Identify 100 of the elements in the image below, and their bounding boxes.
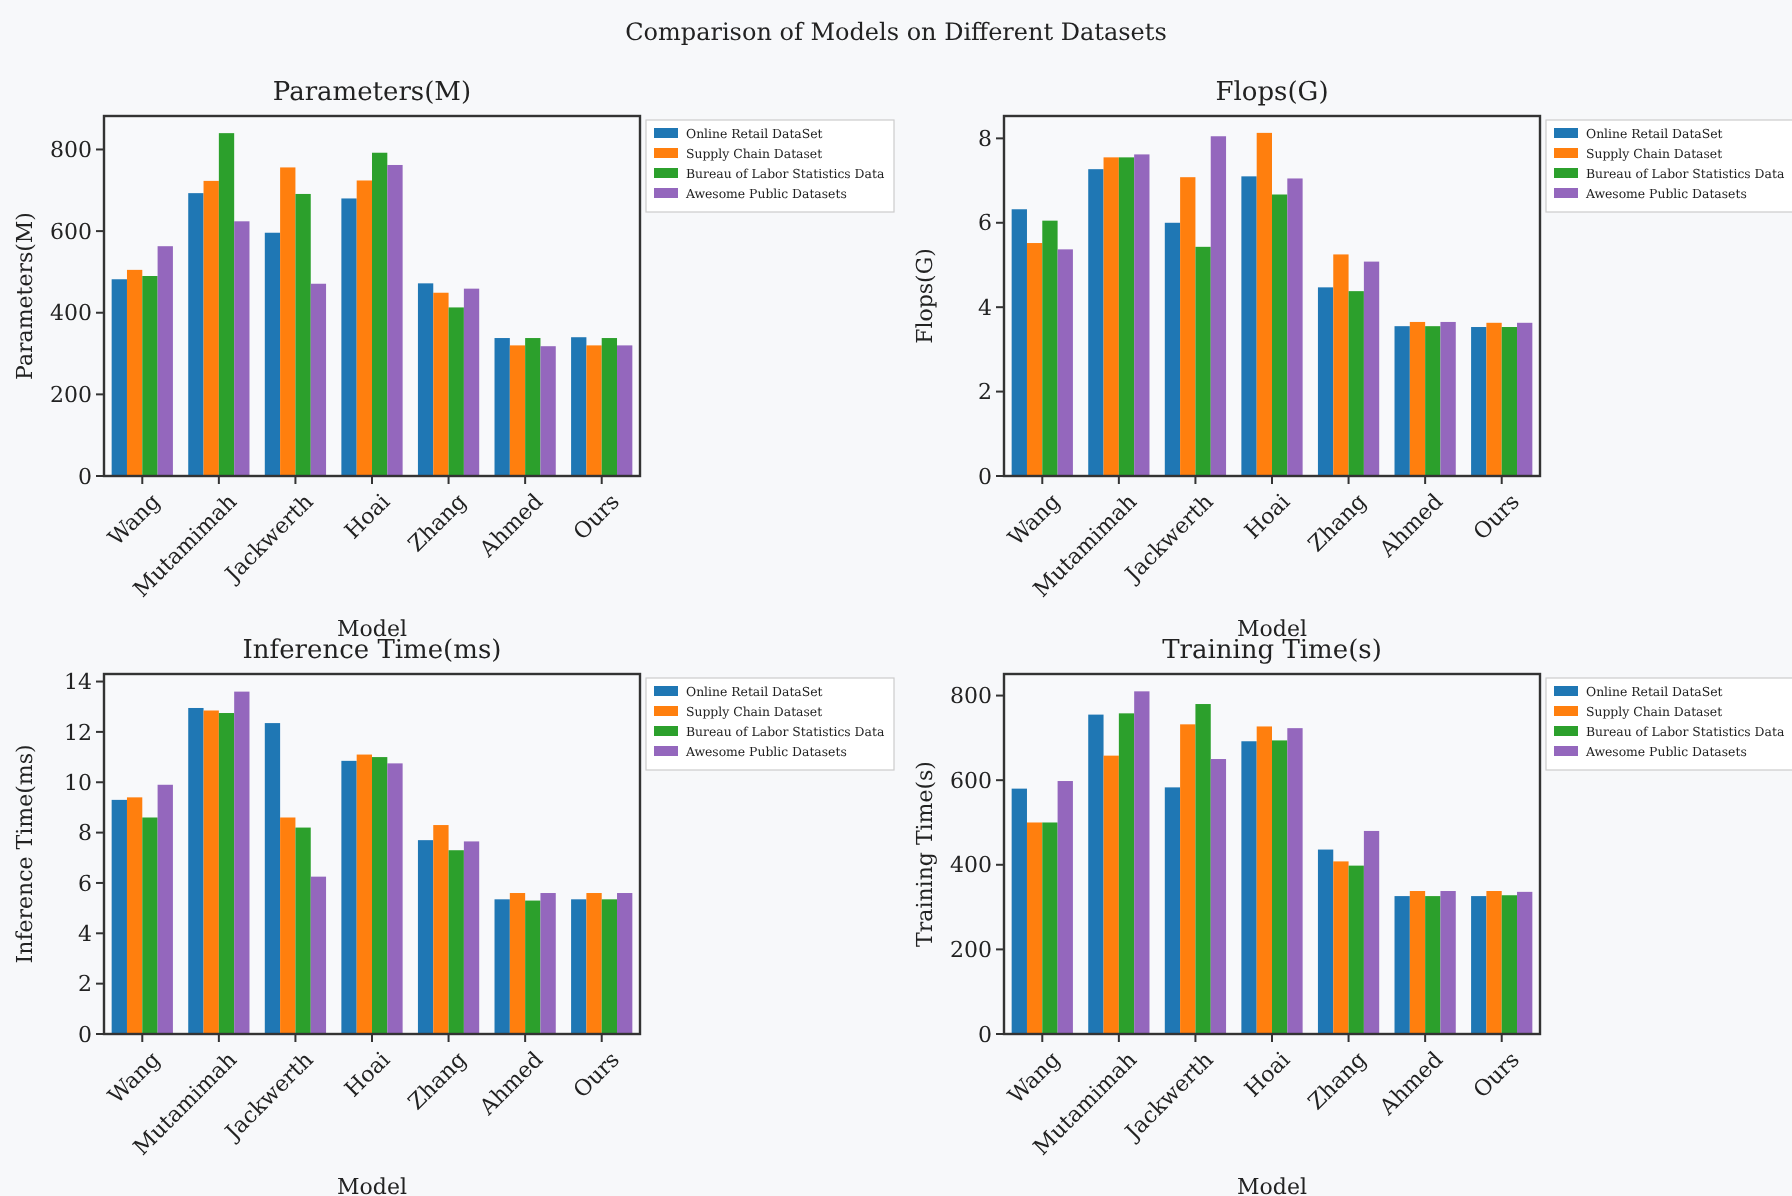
y-tick-label: 0 xyxy=(78,1021,92,1048)
bar xyxy=(1348,291,1364,476)
bar xyxy=(601,899,618,1034)
bar xyxy=(1517,891,1533,1034)
chart-title: Training Time(s) xyxy=(1162,636,1382,666)
bar xyxy=(203,180,219,476)
bar xyxy=(111,279,127,476)
y-tick-label: 800 xyxy=(950,683,992,710)
bar xyxy=(463,288,480,476)
bar xyxy=(571,337,587,476)
bar xyxy=(1164,787,1181,1034)
bar xyxy=(586,345,602,476)
bar xyxy=(1287,728,1303,1034)
bar xyxy=(571,899,587,1034)
bar xyxy=(387,763,403,1034)
bar xyxy=(295,827,311,1034)
bar xyxy=(1317,287,1334,476)
y-tick-label: 0 xyxy=(978,463,992,490)
bar xyxy=(1210,136,1227,476)
bar xyxy=(509,345,526,476)
bar xyxy=(126,797,143,1034)
bar xyxy=(372,757,388,1034)
bar xyxy=(356,180,372,476)
y-tick-label: 4 xyxy=(978,294,992,321)
bar xyxy=(448,307,464,476)
bar xyxy=(1333,861,1349,1034)
bar xyxy=(1011,209,1027,476)
bar xyxy=(1440,321,1456,476)
bar xyxy=(1026,822,1043,1034)
bar xyxy=(1272,194,1288,476)
chart-title: Parameters(M) xyxy=(272,78,472,108)
bar xyxy=(1363,830,1380,1034)
y-tick-label: 2 xyxy=(978,379,992,406)
bar xyxy=(1471,327,1487,476)
bar xyxy=(1057,249,1073,476)
bar xyxy=(494,899,510,1034)
bar xyxy=(509,893,526,1034)
bar xyxy=(1103,755,1119,1034)
bar xyxy=(1180,724,1196,1034)
bar xyxy=(203,710,219,1034)
bar xyxy=(617,893,633,1034)
bar xyxy=(126,269,143,476)
bar xyxy=(1409,321,1426,476)
bar xyxy=(617,345,633,476)
x-axis-title: Model xyxy=(337,616,408,642)
bar xyxy=(341,198,357,476)
bar xyxy=(1241,741,1257,1034)
y-tick-label: 6 xyxy=(978,210,992,237)
bar xyxy=(310,876,327,1034)
chart-title: Inference Time(ms) xyxy=(242,636,502,666)
y-tick-label: 800 xyxy=(50,137,92,164)
y-tick-label: 400 xyxy=(50,300,92,327)
bar xyxy=(142,817,158,1034)
y-tick-label: 0 xyxy=(978,1021,992,1048)
bar xyxy=(1256,132,1272,476)
bar xyxy=(341,760,357,1034)
bar xyxy=(1440,891,1456,1034)
bar xyxy=(1180,177,1196,476)
bar xyxy=(1134,691,1150,1034)
bar xyxy=(264,232,281,476)
y-tick-label: 200 xyxy=(50,382,92,409)
bar xyxy=(188,707,204,1034)
bar xyxy=(448,850,464,1034)
y-tick-label: 12 xyxy=(64,719,92,746)
bar xyxy=(494,338,510,476)
bar xyxy=(264,723,281,1034)
y-tick-label: 4 xyxy=(78,921,92,947)
y-axis-title: Flops(G) xyxy=(912,248,938,344)
bar xyxy=(1042,822,1058,1034)
bar xyxy=(1088,169,1104,476)
bar xyxy=(540,893,556,1034)
bar xyxy=(540,346,556,476)
x-axis-title: Model xyxy=(337,1174,408,1196)
bar xyxy=(218,133,235,476)
bar xyxy=(525,338,541,476)
bar xyxy=(1471,896,1487,1034)
bar xyxy=(280,167,296,476)
bar xyxy=(1409,891,1426,1034)
bar xyxy=(310,283,327,476)
bar xyxy=(417,840,434,1034)
y-tick-label: 200 xyxy=(950,937,992,964)
bar xyxy=(1287,178,1303,476)
bar xyxy=(1256,726,1272,1034)
bar xyxy=(142,276,158,476)
bar xyxy=(417,283,434,476)
bar xyxy=(601,338,618,476)
y-tick-label: 400 xyxy=(950,852,992,879)
bar xyxy=(234,221,250,476)
bar xyxy=(1042,220,1058,476)
bar xyxy=(1486,322,1502,476)
bar xyxy=(1425,896,1441,1034)
bar xyxy=(1517,322,1533,476)
y-tick-label: 6 xyxy=(78,870,92,897)
text: Comparison of Models on Different Datasets xyxy=(625,18,1167,46)
bar xyxy=(1103,157,1119,476)
bar xyxy=(157,784,173,1034)
bar xyxy=(1011,788,1027,1034)
bar xyxy=(1057,781,1073,1034)
bar xyxy=(1118,713,1135,1034)
y-tick-label: 8 xyxy=(78,820,92,847)
